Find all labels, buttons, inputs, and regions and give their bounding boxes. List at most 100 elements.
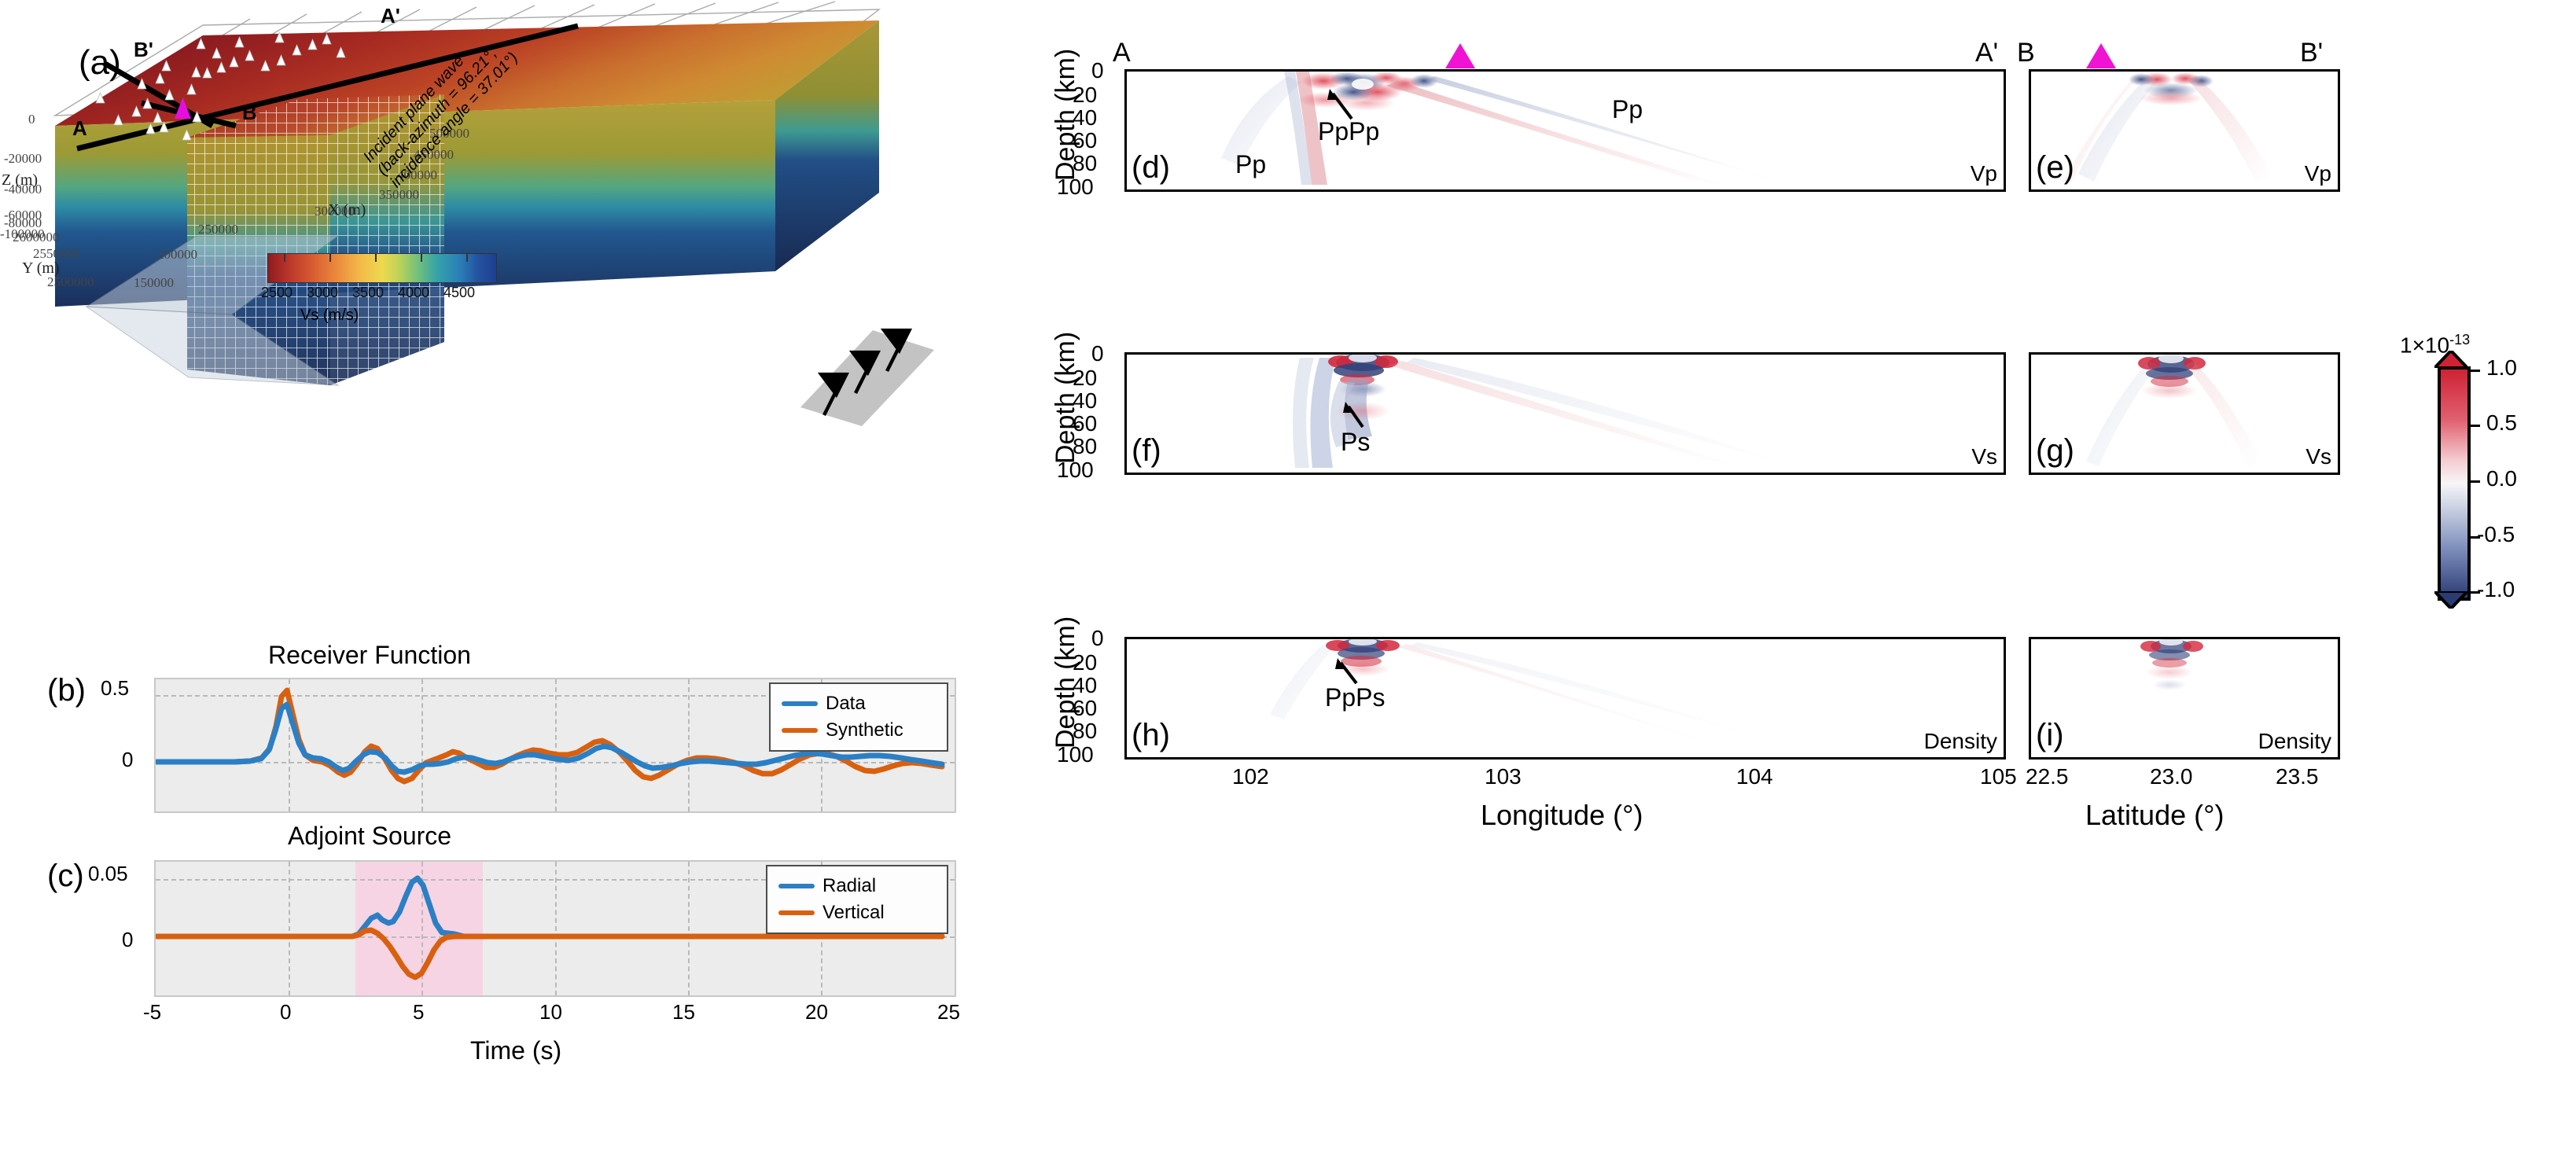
phase-label-Pp-upper: Pp (1612, 95, 1643, 123)
legend-label-vertical: Vertical (822, 902, 885, 923)
x-tick-3: 350000 (379, 187, 419, 202)
panel-e-field-label: Vp (2304, 161, 2331, 186)
lon-tick-2: 104 (1736, 764, 1773, 789)
depth-tick-f-0: 0 (1091, 341, 1104, 366)
z-tick-1: -20000 (4, 151, 42, 166)
kernel-colorbar (2438, 366, 2471, 601)
kernel-i-field (2031, 639, 2333, 752)
vs-cbar-label: Vs (m/s) (300, 307, 359, 324)
depth-axis-label-row2: Depth (km) (1051, 331, 1080, 464)
panel-b-plot-area: Data Synthetic (154, 678, 956, 813)
panel-d-tag: (d) (1132, 150, 1170, 185)
x-tick-0: 500000 (429, 126, 469, 141)
station-marker-left (1445, 43, 1475, 68)
depth-tick-f-2: 40 (1073, 388, 1098, 413)
panel-f-field-label: Vs (1971, 444, 1997, 469)
depth-tick-f-5: 100 (1057, 458, 1094, 482)
panel-g-tag: (g) (2036, 433, 2074, 468)
panel-h-tag: (h) (1132, 718, 1170, 752)
legend-label-radial: Radial (822, 875, 877, 896)
kernel-cbar-top-cap (2434, 351, 2467, 368)
panel-c-tag: (c) (47, 859, 84, 893)
kernel-cbar-tick-0: 1.0 (2486, 355, 2517, 380)
depth-tick-h-0: 0 (1091, 626, 1104, 650)
legend-label-synthetic: Synthetic (826, 719, 903, 741)
y-tick-2: 2500000 (47, 274, 94, 289)
vs-cbar-tick-2: 3500 (352, 285, 385, 300)
panel-b-ytick-1: 0 (122, 748, 134, 771)
kernel-colorbar-exponent: 1×10-13 (2400, 332, 2470, 358)
legend-item-radial: Radial (778, 873, 936, 899)
longitude-axis-label: Longitude (°) (1481, 799, 1643, 831)
model-right-face (775, 20, 879, 271)
kernel-panel-e: (e) Vp (2029, 69, 2340, 192)
lat-tick-2: 23.5 (2276, 764, 2319, 789)
kernel-e-field (2031, 72, 2333, 185)
lat-tick-0: 22.5 (2026, 764, 2069, 789)
panel-b-ytick-0: 0.5 (101, 676, 130, 700)
label-B: B (242, 101, 257, 124)
mesh-grid-top (187, 94, 444, 138)
time-tick-3: 10 (539, 1000, 562, 1024)
panel-g-field-label: Vs (2306, 444, 2331, 469)
phase-label-PpPs: PpPs (1325, 683, 1386, 712)
y-axis-label: Y (m) (22, 259, 60, 277)
time-tick-1: 0 (280, 1000, 292, 1024)
panel-c-legend: Radial Vertical (766, 865, 948, 934)
z-tick-3: -60000 (4, 208, 42, 223)
panel-i-field-label: Density (2258, 729, 2331, 753)
panel-c-plot-area: Radial Vertical (154, 860, 956, 997)
depth-tick-d-3: 60 (1073, 128, 1098, 153)
depth-tick-f-1: 20 (1073, 366, 1098, 390)
latitude-axis-label: Latitude (°) (2085, 799, 2225, 831)
time-tick-4: 15 (672, 1000, 695, 1024)
kernel-d-arrow (1327, 89, 1353, 120)
incident-plane-wave-glyph (800, 328, 934, 426)
z-tick-0: 0 (28, 112, 35, 127)
kernel-cbar-bottom-cap (2434, 591, 2467, 609)
curve-data (156, 701, 945, 775)
vs-colorbar (267, 253, 497, 283)
depth-tick-d-0: 0 (1091, 58, 1104, 83)
panel-i-tag: (i) (2036, 718, 2064, 752)
label-A: A (72, 116, 87, 140)
panel-c-curves (156, 875, 945, 980)
panel-d-field-label: Vp (1970, 161, 1997, 186)
base-plane-2 (85, 306, 340, 386)
profile-line-AA (76, 23, 579, 152)
depth-tick-d-1: 20 (1073, 83, 1098, 107)
panel-f-tag: (f) (1132, 433, 1161, 468)
vs-cbar-tick-4: 4500 (443, 285, 476, 300)
panel-a-tag: (a) (79, 43, 121, 82)
model-top-surface (55, 20, 879, 126)
legend-item-data: Data (782, 690, 936, 717)
x-tick-6: 200000 (157, 247, 197, 262)
kernel-label-B-prime: B' (2300, 38, 2324, 68)
target-station-triangle (175, 97, 191, 119)
depth-tick-d-5: 100 (1057, 175, 1094, 199)
x-tick-2: 400000 (397, 167, 437, 182)
time-tick-5: 20 (805, 1000, 828, 1024)
phase-label-Ps: Ps (1341, 428, 1371, 456)
vs-cbar-tick-3: 4000 (398, 285, 430, 300)
lon-tick-0: 102 (1232, 764, 1269, 789)
panel-c-ytick-1: 0 (122, 928, 134, 951)
depth-tick-d-4: 80 (1073, 151, 1098, 175)
station-marker-right (2086, 43, 2116, 68)
label-B-prime: B' (134, 38, 153, 61)
legend-swatch-data (782, 701, 818, 706)
depth-tick-h-2: 40 (1073, 673, 1098, 697)
depth-tick-f-4: 80 (1073, 434, 1098, 458)
kernel-cbar-tick-4: -1.0 (2477, 577, 2515, 601)
time-tick-2: 5 (413, 1000, 425, 1024)
depth-tick-h-3: 60 (1073, 696, 1098, 720)
left-column: (a) A A' B B' 0 -20000 -40000 -60000 -80… (0, 0, 1022, 1155)
x-axis-label: X (m) (328, 201, 366, 219)
kernel-label-A-prime: A' (1975, 38, 1999, 68)
kernel-cbar-exponent-base: 1×10 (2400, 333, 2450, 358)
legend-swatch-radial (778, 884, 815, 888)
panel-b-tag: (b) (47, 673, 86, 708)
depth-tick-h-1: 20 (1073, 650, 1098, 675)
time-tick-6: 25 (937, 1000, 960, 1024)
panel-h-field-label: Density (1923, 729, 1997, 753)
